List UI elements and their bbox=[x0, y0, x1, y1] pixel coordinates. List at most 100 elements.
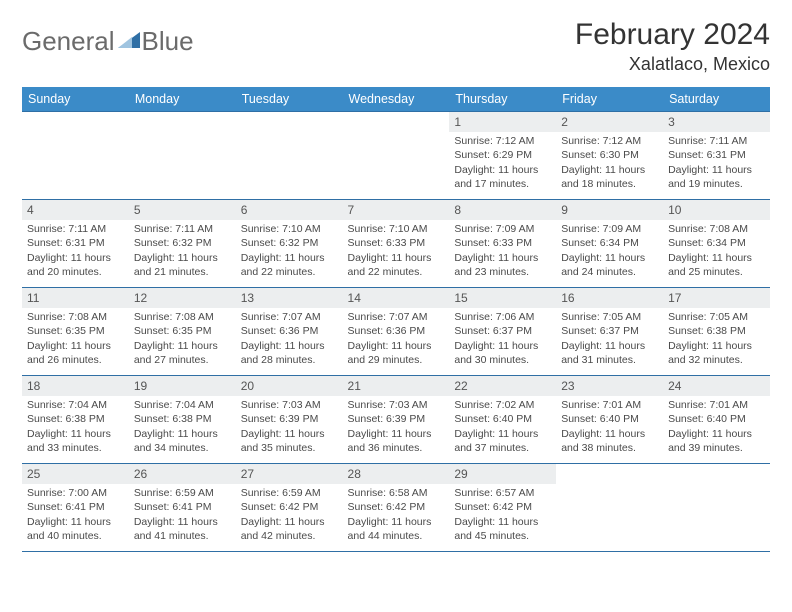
day-info: Sunrise: 7:08 AMSunset: 6:34 PMDaylight:… bbox=[668, 222, 765, 279]
day-info: Sunrise: 7:04 AMSunset: 6:38 PMDaylight:… bbox=[27, 398, 124, 455]
sunset-text: Sunset: 6:34 PM bbox=[561, 236, 658, 250]
sunset-text: Sunset: 6:35 PM bbox=[134, 324, 231, 338]
sunrise-text: Sunrise: 6:59 AM bbox=[241, 486, 338, 500]
day-number: 20 bbox=[236, 376, 343, 396]
sunset-text: Sunset: 6:42 PM bbox=[241, 500, 338, 514]
daylight-text: Daylight: 11 hours and 21 minutes. bbox=[134, 251, 231, 279]
header: General Blue February 2024 Xalatlaco, Me… bbox=[22, 18, 770, 75]
daylight-text: Daylight: 11 hours and 32 minutes. bbox=[668, 339, 765, 367]
day-number: 1 bbox=[449, 112, 556, 132]
day-header: Wednesday bbox=[343, 87, 450, 112]
calendar-day-cell bbox=[22, 112, 129, 200]
day-info: Sunrise: 7:03 AMSunset: 6:39 PMDaylight:… bbox=[348, 398, 445, 455]
daylight-text: Daylight: 11 hours and 42 minutes. bbox=[241, 515, 338, 543]
daylight-text: Daylight: 11 hours and 23 minutes. bbox=[454, 251, 551, 279]
day-number: 8 bbox=[449, 200, 556, 220]
sunrise-text: Sunrise: 7:03 AM bbox=[348, 398, 445, 412]
sunrise-text: Sunrise: 7:11 AM bbox=[27, 222, 124, 236]
sunset-text: Sunset: 6:31 PM bbox=[668, 148, 765, 162]
sunrise-text: Sunrise: 7:07 AM bbox=[348, 310, 445, 324]
sunset-text: Sunset: 6:36 PM bbox=[348, 324, 445, 338]
sunset-text: Sunset: 6:40 PM bbox=[668, 412, 765, 426]
daylight-text: Daylight: 11 hours and 41 minutes. bbox=[134, 515, 231, 543]
daylight-text: Daylight: 11 hours and 20 minutes. bbox=[27, 251, 124, 279]
day-header: Monday bbox=[129, 87, 236, 112]
day-info: Sunrise: 7:00 AMSunset: 6:41 PMDaylight:… bbox=[27, 486, 124, 543]
calendar-day-cell: 17Sunrise: 7:05 AMSunset: 6:38 PMDayligh… bbox=[663, 288, 770, 376]
day-info: Sunrise: 6:59 AMSunset: 6:42 PMDaylight:… bbox=[241, 486, 338, 543]
day-info: Sunrise: 7:08 AMSunset: 6:35 PMDaylight:… bbox=[134, 310, 231, 367]
calendar-day-cell: 19Sunrise: 7:04 AMSunset: 6:38 PMDayligh… bbox=[129, 376, 236, 464]
day-info: Sunrise: 7:06 AMSunset: 6:37 PMDaylight:… bbox=[454, 310, 551, 367]
sunrise-text: Sunrise: 7:10 AM bbox=[241, 222, 338, 236]
sunrise-text: Sunrise: 6:58 AM bbox=[348, 486, 445, 500]
sunrise-text: Sunrise: 7:07 AM bbox=[241, 310, 338, 324]
sunset-text: Sunset: 6:31 PM bbox=[27, 236, 124, 250]
day-header: Thursday bbox=[449, 87, 556, 112]
calendar-day-cell: 21Sunrise: 7:03 AMSunset: 6:39 PMDayligh… bbox=[343, 376, 450, 464]
day-header: Tuesday bbox=[236, 87, 343, 112]
calendar-day-cell: 2Sunrise: 7:12 AMSunset: 6:30 PMDaylight… bbox=[556, 112, 663, 200]
day-number: 26 bbox=[129, 464, 236, 484]
day-info: Sunrise: 7:12 AMSunset: 6:30 PMDaylight:… bbox=[561, 134, 658, 191]
day-info: Sunrise: 7:07 AMSunset: 6:36 PMDaylight:… bbox=[241, 310, 338, 367]
day-number: 3 bbox=[663, 112, 770, 132]
calendar-day-cell: 14Sunrise: 7:07 AMSunset: 6:36 PMDayligh… bbox=[343, 288, 450, 376]
day-number: 22 bbox=[449, 376, 556, 396]
sunrise-text: Sunrise: 7:08 AM bbox=[668, 222, 765, 236]
sunrise-text: Sunrise: 7:10 AM bbox=[348, 222, 445, 236]
daylight-text: Daylight: 11 hours and 36 minutes. bbox=[348, 427, 445, 455]
calendar-day-cell bbox=[556, 464, 663, 552]
day-number: 18 bbox=[22, 376, 129, 396]
calendar-day-cell: 6Sunrise: 7:10 AMSunset: 6:32 PMDaylight… bbox=[236, 200, 343, 288]
calendar-day-cell: 8Sunrise: 7:09 AMSunset: 6:33 PMDaylight… bbox=[449, 200, 556, 288]
calendar-day-cell: 3Sunrise: 7:11 AMSunset: 6:31 PMDaylight… bbox=[663, 112, 770, 200]
logo-text-1: General bbox=[22, 26, 115, 57]
day-info: Sunrise: 7:09 AMSunset: 6:33 PMDaylight:… bbox=[454, 222, 551, 279]
calendar-day-cell: 29Sunrise: 6:57 AMSunset: 6:42 PMDayligh… bbox=[449, 464, 556, 552]
sunset-text: Sunset: 6:40 PM bbox=[561, 412, 658, 426]
calendar-day-cell: 12Sunrise: 7:08 AMSunset: 6:35 PMDayligh… bbox=[129, 288, 236, 376]
day-info: Sunrise: 6:57 AMSunset: 6:42 PMDaylight:… bbox=[454, 486, 551, 543]
sunset-text: Sunset: 6:42 PM bbox=[454, 500, 551, 514]
calendar-day-cell: 24Sunrise: 7:01 AMSunset: 6:40 PMDayligh… bbox=[663, 376, 770, 464]
day-number: 4 bbox=[22, 200, 129, 220]
day-number: 15 bbox=[449, 288, 556, 308]
calendar-day-cell: 13Sunrise: 7:07 AMSunset: 6:36 PMDayligh… bbox=[236, 288, 343, 376]
sunset-text: Sunset: 6:30 PM bbox=[561, 148, 658, 162]
day-info: Sunrise: 7:09 AMSunset: 6:34 PMDaylight:… bbox=[561, 222, 658, 279]
day-info: Sunrise: 6:58 AMSunset: 6:42 PMDaylight:… bbox=[348, 486, 445, 543]
logo-text-2: Blue bbox=[142, 26, 194, 57]
sunrise-text: Sunrise: 6:59 AM bbox=[134, 486, 231, 500]
day-number: 19 bbox=[129, 376, 236, 396]
sunrise-text: Sunrise: 7:05 AM bbox=[668, 310, 765, 324]
day-header: Sunday bbox=[22, 87, 129, 112]
daylight-text: Daylight: 11 hours and 25 minutes. bbox=[668, 251, 765, 279]
day-info: Sunrise: 7:01 AMSunset: 6:40 PMDaylight:… bbox=[668, 398, 765, 455]
day-info: Sunrise: 7:11 AMSunset: 6:31 PMDaylight:… bbox=[27, 222, 124, 279]
sunset-text: Sunset: 6:33 PM bbox=[348, 236, 445, 250]
sunrise-text: Sunrise: 7:08 AM bbox=[27, 310, 124, 324]
calendar-day-cell: 22Sunrise: 7:02 AMSunset: 6:40 PMDayligh… bbox=[449, 376, 556, 464]
day-number: 14 bbox=[343, 288, 450, 308]
calendar-day-cell: 16Sunrise: 7:05 AMSunset: 6:37 PMDayligh… bbox=[556, 288, 663, 376]
day-info: Sunrise: 7:11 AMSunset: 6:32 PMDaylight:… bbox=[134, 222, 231, 279]
day-number: 10 bbox=[663, 200, 770, 220]
location-label: Xalatlaco, Mexico bbox=[575, 54, 770, 75]
sunrise-text: Sunrise: 7:02 AM bbox=[454, 398, 551, 412]
sunrise-text: Sunrise: 7:12 AM bbox=[561, 134, 658, 148]
calendar-day-cell: 5Sunrise: 7:11 AMSunset: 6:32 PMDaylight… bbox=[129, 200, 236, 288]
day-number: 5 bbox=[129, 200, 236, 220]
daylight-text: Daylight: 11 hours and 40 minutes. bbox=[27, 515, 124, 543]
sunrise-text: Sunrise: 7:01 AM bbox=[668, 398, 765, 412]
sunset-text: Sunset: 6:33 PM bbox=[454, 236, 551, 250]
day-number: 9 bbox=[556, 200, 663, 220]
daylight-text: Daylight: 11 hours and 22 minutes. bbox=[241, 251, 338, 279]
calendar-day-cell: 4Sunrise: 7:11 AMSunset: 6:31 PMDaylight… bbox=[22, 200, 129, 288]
calendar-table: Sunday Monday Tuesday Wednesday Thursday… bbox=[22, 87, 770, 552]
daylight-text: Daylight: 11 hours and 34 minutes. bbox=[134, 427, 231, 455]
day-number: 17 bbox=[663, 288, 770, 308]
sunset-text: Sunset: 6:36 PM bbox=[241, 324, 338, 338]
day-info: Sunrise: 7:10 AMSunset: 6:32 PMDaylight:… bbox=[241, 222, 338, 279]
day-info: Sunrise: 7:11 AMSunset: 6:31 PMDaylight:… bbox=[668, 134, 765, 191]
